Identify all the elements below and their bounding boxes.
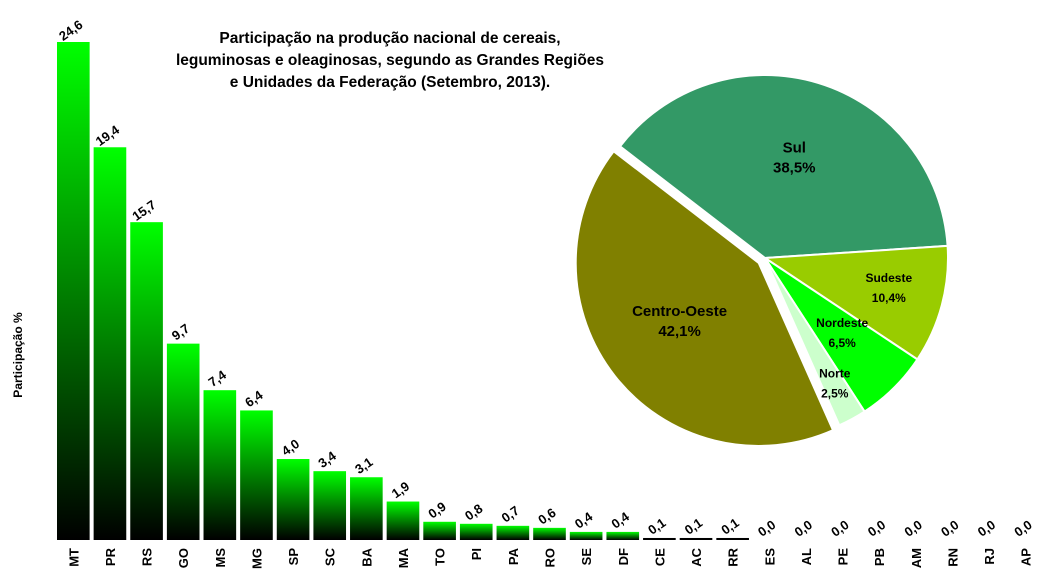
chart-title: Participação na produção nacional de cer…: [175, 30, 605, 91]
y-axis-label: Participação %: [11, 312, 25, 398]
x-tick-label: DF: [616, 548, 631, 565]
data-label: 0,4: [608, 508, 632, 531]
data-label: 0,4: [572, 508, 596, 531]
data-label: 0,6: [535, 505, 558, 528]
data-label: 0,1: [645, 515, 668, 538]
x-tick-label: AL: [799, 548, 814, 565]
data-label: 0,1: [682, 515, 705, 538]
x-tick-label: RR: [726, 547, 741, 566]
x-tick-label: PE: [836, 548, 851, 566]
slice-label: Sul: [783, 140, 806, 157]
data-label: 24,6: [56, 17, 85, 44]
bar: [57, 42, 90, 540]
bar: [93, 147, 127, 540]
data-label: 4,0: [279, 436, 302, 459]
bar: [240, 410, 273, 540]
data-label: 7,4: [206, 367, 230, 390]
slice-value-label: 38,5%: [773, 160, 816, 177]
data-label: 1,9: [389, 479, 412, 502]
data-label: 0,1: [718, 515, 741, 538]
data-label: 9,7: [169, 321, 192, 344]
data-label: 0,0: [792, 517, 815, 540]
data-label: 0,0: [938, 517, 961, 540]
x-tick-label: SP: [286, 548, 301, 566]
x-tick-label: RJ: [982, 548, 997, 565]
bar: [130, 222, 163, 541]
data-label: 15,7: [129, 197, 158, 224]
x-tick-label: TO: [433, 548, 448, 566]
x-tick-label: AP: [1019, 548, 1034, 566]
data-label: 0,0: [1011, 517, 1034, 540]
bar: [533, 527, 566, 540]
x-tick-label: BA: [359, 547, 374, 566]
x-tick-label: MS: [213, 548, 228, 568]
data-label: 0,0: [902, 517, 925, 540]
bar: [496, 525, 530, 540]
slice-value-label: 10,4%: [872, 291, 906, 305]
pie-slice: [761, 244, 949, 361]
x-tick-label: RS: [140, 548, 155, 566]
bar: [569, 531, 603, 540]
x-tick-label: AC: [689, 547, 704, 566]
bar: [716, 537, 749, 540]
slice-value-label: 6,5%: [828, 336, 856, 350]
bar: [203, 390, 237, 540]
slice-label: Nordeste: [816, 316, 868, 330]
x-tick-label: AM: [909, 548, 924, 568]
pie-slice: [574, 149, 835, 447]
slice-label: Norte: [819, 367, 851, 381]
x-tick-label: CE: [652, 548, 667, 566]
pie-slice: [618, 74, 949, 260]
x-tick-label: MT: [66, 548, 81, 567]
bar: [459, 523, 493, 540]
x-tick-label: PI: [469, 548, 484, 560]
x-tick-label: RN: [945, 548, 960, 567]
pie-slice: [764, 257, 866, 427]
x-tick-label: ES: [762, 548, 777, 566]
x-tick-label: SC: [323, 547, 338, 566]
slice-value-label: 2,5%: [821, 387, 849, 401]
data-label: 0,9: [425, 499, 448, 522]
x-tick-label: GO: [176, 548, 191, 568]
bar: [166, 343, 200, 540]
data-label: 0,0: [828, 517, 851, 540]
slice-value-label: 42,1%: [658, 323, 701, 340]
data-label: 3,4: [315, 448, 339, 471]
data-label: 0,0: [865, 517, 888, 540]
data-label: 0,8: [462, 501, 485, 524]
bar: [606, 531, 640, 540]
x-tick-label: MG: [249, 548, 264, 569]
data-label: 3,1: [352, 454, 375, 477]
bar: [276, 459, 310, 540]
bar: [423, 521, 456, 540]
x-tick-label: RO: [543, 548, 558, 568]
data-label: 0,7: [499, 503, 522, 526]
slice-label: Centro-Oeste: [632, 303, 727, 320]
x-tick-label: PA: [506, 547, 521, 565]
bar: [386, 501, 420, 540]
bar: [679, 537, 713, 540]
slice-label: Sudeste: [865, 271, 912, 285]
data-label: 6,4: [242, 387, 266, 410]
data-label: 19,4: [93, 122, 123, 149]
bar: [350, 477, 383, 540]
x-tick-label: SE: [579, 548, 594, 566]
x-tick-label: PB: [872, 548, 887, 566]
x-tick-label: PR: [103, 547, 118, 566]
data-label: 0,0: [975, 517, 998, 540]
bar: [313, 471, 347, 540]
bar: [643, 537, 676, 540]
data-label: 0,0: [755, 517, 778, 540]
x-tick-label: MA: [396, 547, 411, 568]
